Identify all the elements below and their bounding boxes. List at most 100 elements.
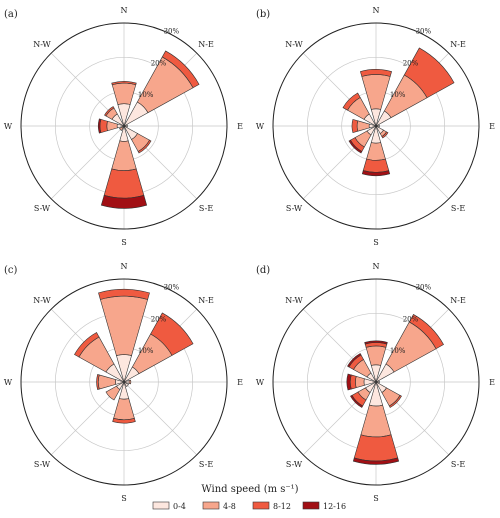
outer-circle [272, 22, 480, 230]
windrose-panels: 10% 20% 30% N N-E E S-E S S-W W N-W (a) 10% 20% 30% N N-… [4, 6, 495, 503]
radial-tick-label: 30% [416, 28, 432, 36]
petal-s-4-8 [360, 404, 392, 438]
petal-e-0-4 [374, 380, 380, 384]
legend-label: 8-12 [273, 502, 291, 511]
radial-tick-label: 20% [403, 59, 419, 67]
outer-circle [272, 278, 480, 486]
petal-n-w-8-12 [342, 92, 361, 111]
petal-s-e-8-12 [381, 131, 389, 139]
direction-label-s: S [121, 238, 126, 247]
direction-label-n: N [121, 262, 128, 271]
direction-label-s-e: S-E [451, 460, 465, 469]
petal-w-12-16 [97, 118, 102, 134]
direction-label-w: W [4, 378, 13, 387]
petal-s-e-8-12 [137, 139, 152, 154]
direction-label-s-w: S-W [286, 460, 303, 469]
direction-label-n-e: N-E [450, 40, 466, 49]
radial-tick-label: 10% [138, 91, 154, 99]
legend-swatch [202, 501, 220, 510]
petal-s-8-12 [362, 158, 390, 173]
radial-tick-label: 10% [390, 347, 406, 355]
legend-items: 0-4 4-8 8-12 12-16 [152, 501, 346, 511]
petal-s-8-12 [353, 434, 399, 462]
petal-w-4-8 [106, 120, 118, 132]
radial-tick-label: 10% [390, 91, 406, 99]
direction-label-s-w: S-W [286, 204, 303, 213]
legend-label: 12-16 [323, 502, 346, 511]
direction-label-s-e: S-E [451, 204, 465, 213]
direction-label-s-w: S-W [34, 460, 51, 469]
direction-label-e: E [237, 122, 243, 131]
radial-tick-label: 10% [138, 347, 154, 355]
petal-n-12-16 [364, 340, 388, 345]
direction-label-s: S [373, 494, 378, 503]
radial-tick-label: 30% [416, 284, 432, 292]
petal-e-0-4 [122, 124, 128, 128]
direction-label-n: N [373, 6, 380, 15]
radial-tick-label: 30% [164, 284, 180, 292]
direction-label-s-w: S-W [34, 204, 51, 213]
petal-s-e-0-4 [123, 381, 129, 387]
petal-w-4-8 [356, 120, 370, 132]
petal-s-4-8 [366, 142, 386, 161]
petal-w-8-12 [351, 119, 359, 133]
petal-w-12-16 [346, 373, 352, 391]
direction-label-n-e: N-E [198, 296, 214, 305]
petal-s-w-12-16 [348, 139, 363, 154]
legend-item: 8-12 [252, 501, 291, 511]
petal-w-8-12 [99, 119, 108, 133]
petal-n-w-8-12 [104, 106, 115, 117]
petal-n-e-8-12 [408, 314, 444, 350]
petal-w-4-8 [355, 375, 365, 389]
legend-label: 4-8 [223, 502, 236, 511]
petal-w-8-12 [96, 374, 100, 390]
outer-circle [20, 278, 228, 486]
petal-e-4-8 [128, 379, 132, 385]
direction-label-n: N [121, 6, 128, 15]
direction-label-w: W [4, 122, 13, 131]
direction-label-s-e: S-E [199, 460, 213, 469]
petal-n-4-8 [361, 74, 391, 110]
legend-title: Wind speed (m s⁻¹) [201, 484, 298, 495]
legend-swatch [252, 501, 270, 510]
direction-label-e: E [489, 378, 495, 387]
windrose-panel: 10% 20% 30% N N-E E S-E S S-W W N-W (a) [4, 6, 243, 247]
petal-w-8-12 [349, 374, 357, 390]
petal-s-e-8-12 [388, 394, 402, 408]
petal-s-12-16 [361, 170, 391, 177]
direction-label-n-w: N-W [33, 40, 51, 49]
legend-swatch [302, 501, 320, 510]
radial-tick-label: 20% [151, 59, 167, 67]
petal-n-8-12 [360, 69, 392, 77]
direction-label-n-w: N-W [33, 296, 51, 305]
direction-label-n-w: N-W [285, 40, 303, 49]
legend-item: 12-16 [302, 501, 346, 511]
windrose-panel: 10% 20% 30% N N-E E S-E S S-W W N-W (b) [256, 6, 495, 247]
petal-s-4-8 [111, 140, 137, 171]
legend: Wind speed (m s⁻¹) 0-4 4-8 8-12 12-16 [152, 484, 346, 511]
petal-e-0-4 [374, 124, 380, 128]
petal-n-e-8-12 [161, 50, 200, 89]
petal-s-w-4-8 [119, 126, 124, 131]
petal-n-w-12-16 [347, 353, 362, 368]
direction-label-w: W [256, 122, 265, 131]
windrose-panel: 10% 20% 30% N N-E E S-E S S-W W N-W (c) [4, 262, 243, 503]
windrose-panel: 10% 20% 30% N N-E E S-E S S-W W N-W (d) [256, 262, 495, 503]
panel-label: (b) [256, 9, 270, 20]
direction-label-e: E [237, 378, 243, 387]
radial-tick-label: 20% [403, 315, 419, 323]
petal-n-8-12 [98, 289, 150, 300]
panel-label: (d) [256, 265, 270, 276]
petal-n-w-8-12 [74, 332, 100, 358]
legend-item: 4-8 [202, 501, 236, 511]
petal-n-4-8 [111, 82, 137, 105]
petal-s-4-8 [113, 398, 135, 421]
legend-label: 0-4 [173, 502, 186, 511]
direction-label-n: N [373, 262, 380, 271]
grid-spoke [375, 125, 450, 200]
direction-label-n-e: N-E [450, 296, 466, 305]
petal-n-4-8 [365, 345, 387, 366]
petal-s-8-12 [112, 417, 136, 424]
petal-n-e-8-12 [403, 47, 455, 99]
